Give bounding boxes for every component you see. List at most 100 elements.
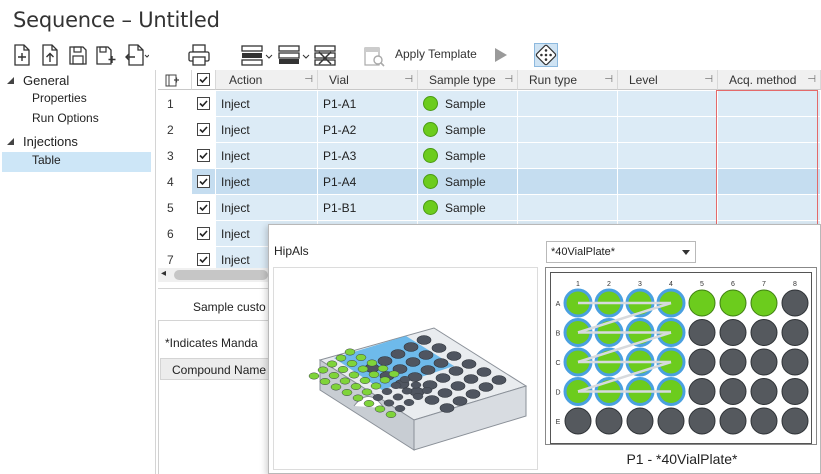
- plate-well[interactable]: [688, 378, 716, 405]
- table-row[interactable]: 3 Inject P1-A3 Sample: [158, 143, 821, 169]
- plate-well[interactable]: [626, 407, 654, 435]
- template-icon[interactable]: [362, 43, 386, 67]
- plate-well[interactable]: [595, 407, 623, 435]
- plate-type-select[interactable]: *40VialPlate*: [546, 241, 696, 263]
- pin-icon[interactable]: ⊣: [807, 74, 816, 85]
- dice-icon[interactable]: [534, 43, 558, 67]
- plate-well[interactable]: [688, 348, 716, 376]
- row-checkbox[interactable]: [197, 201, 210, 214]
- row-checkbox-cell[interactable]: [192, 117, 216, 143]
- export-doc-icon[interactable]: [123, 43, 150, 67]
- cell-run-type[interactable]: [518, 169, 618, 195]
- plate-well[interactable]: [719, 348, 747, 376]
- column-header-level[interactable]: Level ⊣: [618, 70, 718, 90]
- column-chooser-header[interactable]: [158, 70, 192, 90]
- plate-well[interactable]: [781, 319, 809, 346]
- collapse-caret-icon[interactable]: [6, 137, 15, 146]
- cell-action[interactable]: Inject: [216, 195, 318, 221]
- cell-sample-type[interactable]: Sample: [418, 117, 518, 143]
- cell-acq-method[interactable]: [718, 91, 821, 117]
- plate-well[interactable]: [719, 407, 747, 435]
- pin-icon[interactable]: ⊣: [504, 74, 513, 85]
- cell-action[interactable]: Inject: [216, 169, 318, 195]
- plate-well[interactable]: [719, 378, 747, 405]
- plate-well[interactable]: [688, 319, 716, 346]
- column-header-sample-type[interactable]: Sample type ⊣: [418, 70, 518, 90]
- save-icon[interactable]: [67, 43, 89, 67]
- import-doc-icon[interactable]: [39, 43, 61, 67]
- cell-sample-type[interactable]: Sample: [418, 143, 518, 169]
- tree-item-properties[interactable]: Properties: [32, 91, 87, 105]
- cell-vial[interactable]: P1-A3: [318, 143, 418, 169]
- tree-group-injections[interactable]: Injections: [7, 134, 78, 149]
- cell-acq-method[interactable]: [718, 117, 821, 143]
- print-icon[interactable]: [187, 43, 211, 67]
- cell-acq-method[interactable]: [718, 143, 821, 169]
- table-row[interactable]: 1 Inject P1-A1 Sample: [158, 91, 821, 117]
- scroll-left-icon[interactable]: ◂: [161, 268, 167, 279]
- plate-well[interactable]: [781, 348, 809, 376]
- plate-well[interactable]: [688, 289, 716, 317]
- delete-rows-icon[interactable]: [313, 43, 337, 67]
- grid-horizontal-scrollbar[interactable]: ◂: [158, 268, 268, 282]
- cell-action[interactable]: Inject: [216, 117, 318, 143]
- column-chooser-icon[interactable]: [165, 74, 180, 87]
- scroll-thumb[interactable]: [174, 270, 268, 280]
- tree-group-general[interactable]: General: [7, 73, 69, 88]
- plate-well[interactable]: [719, 289, 747, 317]
- cell-level[interactable]: [618, 117, 718, 143]
- row-checkbox-cell[interactable]: [192, 195, 216, 221]
- plate-well[interactable]: [719, 319, 747, 346]
- cell-level[interactable]: [618, 195, 718, 221]
- cell-action[interactable]: Inject: [216, 143, 318, 169]
- row-checkbox[interactable]: [197, 123, 210, 136]
- pin-icon[interactable]: ⊣: [304, 74, 313, 85]
- row-checkbox[interactable]: [197, 149, 210, 162]
- cell-vial[interactable]: P1-A2: [318, 117, 418, 143]
- pane-divider[interactable]: [155, 70, 156, 474]
- plate-well[interactable]: [750, 289, 778, 317]
- plate-well[interactable]: [657, 407, 685, 435]
- row-checkbox-cell[interactable]: [192, 221, 216, 247]
- plate-well[interactable]: [781, 289, 809, 317]
- dropdown-arrow-icon[interactable]: [682, 250, 690, 255]
- column-header-vial[interactable]: Vial ⊣: [318, 70, 418, 90]
- table-row[interactable]: 4 Inject P1-A4 Sample: [158, 169, 821, 195]
- cell-acq-method[interactable]: [718, 195, 821, 221]
- cell-sample-type[interactable]: Sample: [418, 195, 518, 221]
- plate-well[interactable]: [564, 407, 592, 435]
- cell-run-type[interactable]: [518, 117, 618, 143]
- row-checkbox[interactable]: [197, 227, 210, 240]
- tree-item-table[interactable]: Table: [32, 153, 61, 167]
- select-all-header[interactable]: [192, 70, 216, 90]
- table-row[interactable]: 5 Inject P1-B1 Sample: [158, 195, 821, 221]
- new-doc-icon[interactable]: [11, 43, 33, 67]
- cell-sample-type[interactable]: Sample: [418, 91, 518, 117]
- plate-well[interactable]: [781, 407, 809, 435]
- plate-well[interactable]: [750, 407, 778, 435]
- play-icon[interactable]: [492, 43, 510, 67]
- cell-acq-method[interactable]: [718, 169, 821, 195]
- apply-template-button[interactable]: Apply Template: [395, 47, 477, 61]
- cell-vial[interactable]: P1-B1: [318, 195, 418, 221]
- row-checkbox[interactable]: [197, 97, 210, 110]
- tree-item-run-options[interactable]: Run Options: [32, 111, 99, 125]
- column-header-acq-method[interactable]: Acq. method ⊣: [718, 70, 821, 90]
- cell-run-type[interactable]: [518, 91, 618, 117]
- row-checkbox[interactable]: [197, 253, 210, 266]
- select-all-checkbox[interactable]: [197, 73, 210, 86]
- sample-custom-tab[interactable]: Sample custo: [193, 300, 266, 314]
- pin-icon[interactable]: ⊣: [604, 74, 613, 85]
- row-checkbox-cell[interactable]: [192, 169, 216, 195]
- column-header-run-type[interactable]: Run type ⊣: [518, 70, 618, 90]
- cell-run-type[interactable]: [518, 143, 618, 169]
- table-row[interactable]: 2 Inject P1-A2 Sample: [158, 117, 821, 143]
- cell-level[interactable]: [618, 91, 718, 117]
- cell-sample-type[interactable]: Sample: [418, 169, 518, 195]
- plate-well[interactable]: [750, 348, 778, 376]
- row-checkbox-cell[interactable]: [192, 91, 216, 117]
- insert-row-icon[interactable]: [240, 43, 274, 67]
- plate-well[interactable]: [688, 407, 716, 435]
- insert-row-below-icon[interactable]: [277, 43, 311, 67]
- cell-level[interactable]: [618, 143, 718, 169]
